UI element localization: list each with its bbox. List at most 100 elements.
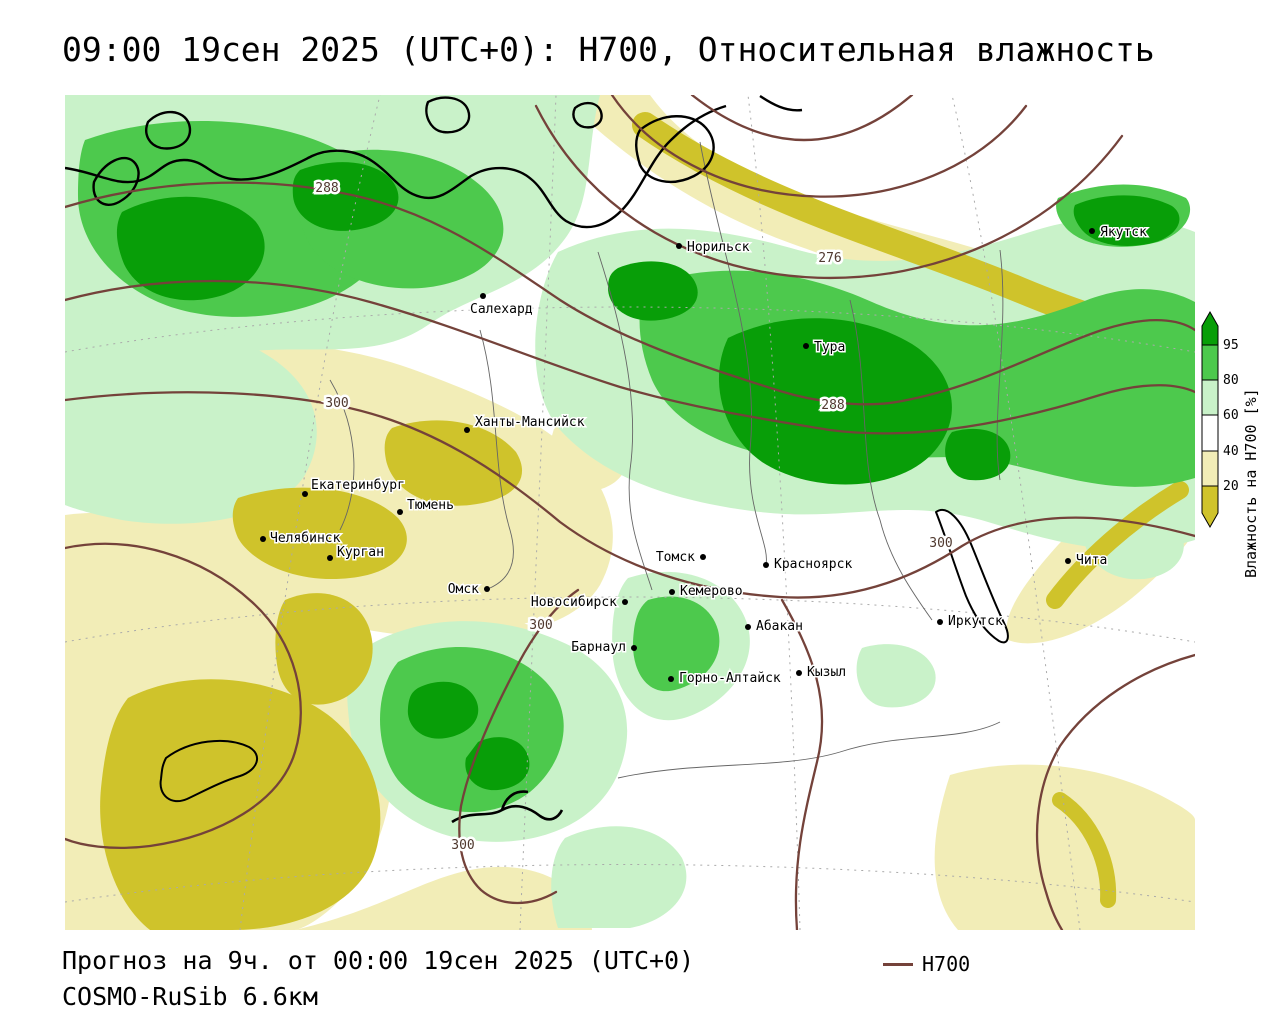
- colorbar-title: Влажность на H700 [%]: [1242, 388, 1260, 578]
- city-marker: Иркутск: [937, 613, 1004, 631]
- path-shape: [617, 721, 1001, 779]
- contour-line-southwest: [65, 542, 302, 849]
- colorbar-segment-under-20: [1202, 486, 1218, 527]
- city-label: Кемерово: [680, 584, 743, 599]
- contour-line-300-south: [458, 588, 580, 905]
- colorbar-tick-label: 80: [1223, 373, 1239, 388]
- path-shape: [479, 329, 514, 589]
- city-marker: Екатеринбург: [302, 477, 406, 497]
- path-shape: [597, 251, 653, 591]
- path-shape: [232, 487, 407, 580]
- city-dot: [745, 624, 751, 630]
- city-dot: [700, 554, 706, 560]
- contour-value-label: 276: [818, 251, 841, 266]
- humidity-layer: [65, 95, 1195, 930]
- city-marker: Ханты-Мансийск: [464, 414, 586, 433]
- city-marker: Норильск: [676, 239, 751, 257]
- path-shape: [100, 679, 381, 930]
- contour-line-288: [65, 181, 1195, 406]
- coastline-layer: [65, 95, 1009, 824]
- contour-line: [610, 95, 1028, 198]
- city-label: Абакан: [756, 619, 803, 634]
- path-shape: [996, 249, 1004, 481]
- path-shape: [849, 299, 933, 621]
- colorbar-tick-label: 20: [1223, 479, 1239, 494]
- border-ridge: [451, 804, 564, 824]
- lake-baikal: [935, 509, 1009, 644]
- h700-contours-layer: [65, 95, 1195, 930]
- path-shape: [65, 596, 1195, 643]
- city-marker: Кемерово: [669, 583, 744, 601]
- path-shape: [407, 681, 479, 739]
- city-label: Чита: [1076, 553, 1107, 568]
- colorbar-tick-label: 95: [1223, 338, 1239, 353]
- city-label: Норильск: [687, 240, 750, 255]
- colorbar-tick-label: 40: [1223, 444, 1239, 459]
- h700-legend-label: H700: [922, 952, 971, 976]
- city-label: Салехард: [470, 302, 533, 317]
- city-dot: [668, 676, 674, 682]
- path-shape: [292, 162, 399, 231]
- contour-value-label: 288: [315, 181, 338, 196]
- city-marker: Барнаул: [570, 639, 637, 657]
- colorbar-tick-label: 60: [1223, 408, 1239, 423]
- contour-value-label: 300: [451, 838, 474, 853]
- path-shape: [465, 737, 530, 791]
- city-label: Иркутск: [948, 614, 1003, 629]
- city-dot: [260, 536, 266, 542]
- city-label: Тюмень: [407, 498, 454, 513]
- path-shape: [1080, 504, 1184, 580]
- city-marker: Якутск: [1089, 224, 1149, 242]
- city-label: Томск: [656, 550, 695, 565]
- city-label: Екатеринбург: [311, 478, 405, 493]
- contour-line: [780, 598, 824, 930]
- city-dot: [1065, 558, 1071, 564]
- path-shape: [1046, 481, 1189, 609]
- city-dot: [937, 619, 943, 625]
- city-dot: [622, 599, 628, 605]
- contour-line: [534, 104, 1124, 280]
- city-label: Курган: [337, 545, 384, 560]
- colorbar-segment-60-80: [1202, 380, 1218, 415]
- path-shape: [65, 322, 317, 524]
- path-shape: [551, 826, 687, 928]
- island: [425, 96, 471, 134]
- taymyr-peninsula: [635, 115, 715, 184]
- city-label: Якутск: [1100, 225, 1147, 240]
- model-info: COSMO-RuSib 6.6км: [62, 982, 318, 1011]
- path-shape: [239, 95, 381, 930]
- contour-line-southeast: [1035, 653, 1195, 930]
- path-shape: [65, 864, 1195, 903]
- city-label: Горно-Алтайск: [679, 671, 781, 686]
- contour-line-300: [65, 391, 1195, 599]
- forecast-info: Прогноз на 9ч. от 00:00 19сен 2025 (UTC+…: [62, 946, 695, 975]
- path-shape: [275, 593, 373, 705]
- path-shape: [945, 428, 1011, 481]
- colorbar-outline: [1201, 310, 1219, 529]
- city-label: Кызыл: [807, 665, 846, 680]
- colorbar-segment-95plus: [1202, 312, 1218, 345]
- contour-value-label: 288: [821, 398, 844, 413]
- contour-value-label: 300: [529, 618, 552, 633]
- city-marker: Челябинск: [260, 530, 342, 548]
- path-shape: [1073, 195, 1180, 246]
- h700-legend-line-sample: [883, 962, 913, 966]
- colorbar-ticks-layer: 95 80 60 40 20: [1223, 338, 1239, 494]
- city-dot: [669, 589, 675, 595]
- city-dot: [464, 427, 470, 433]
- city-marker: Кызыл: [796, 664, 848, 682]
- colorbar-segment-20-40: [1202, 451, 1218, 486]
- island: [572, 101, 603, 129]
- city-marker: Горно-Алтайск: [668, 670, 782, 688]
- path-shape: [329, 379, 355, 531]
- city-label: Красноярск: [774, 557, 852, 572]
- city-marker: Новосибирск: [529, 594, 628, 612]
- coast-segment: [759, 95, 803, 112]
- city-label: Челябинск: [270, 531, 341, 546]
- page-title: 09:00 19сен 2025 (UTC+0): H700, Относите…: [62, 30, 1155, 69]
- city-marker: Салехард: [469, 293, 534, 319]
- city-marker: Тура: [803, 339, 847, 357]
- city-dot: [484, 586, 490, 592]
- contour-value-label: 300: [929, 536, 952, 551]
